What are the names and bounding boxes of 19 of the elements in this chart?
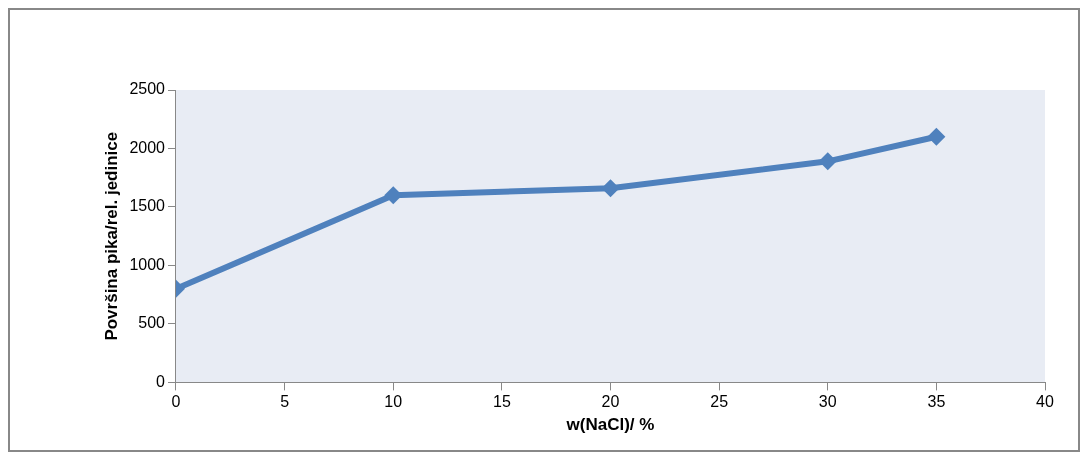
y-tick-label: 1500	[129, 197, 166, 215]
x-tick-label: 5	[280, 393, 290, 411]
x-tick-label: 40	[1036, 393, 1054, 411]
x-tick-label: 30	[818, 393, 837, 411]
y-axis-title: Površina pika/rel. jedinice	[101, 131, 121, 341]
y-tick-label: 500	[138, 314, 166, 332]
x-tick-label: 0	[171, 393, 181, 411]
x-tick-label: 35	[927, 393, 946, 411]
y-tick-label: 2500	[129, 80, 166, 98]
x-tick-label: 20	[601, 393, 620, 411]
y-tick-label: 0	[156, 372, 166, 390]
x-tick-label: 25	[710, 393, 729, 411]
x-tick-label: 15	[492, 393, 511, 411]
x-tick-label: 10	[384, 393, 403, 411]
x-axis-title: w(NaCl)/ %	[565, 415, 655, 435]
point	[927, 127, 946, 146]
point	[818, 152, 837, 171]
y-tick-label: 1000	[129, 255, 166, 273]
y-tick-label: 2000	[129, 138, 166, 156]
